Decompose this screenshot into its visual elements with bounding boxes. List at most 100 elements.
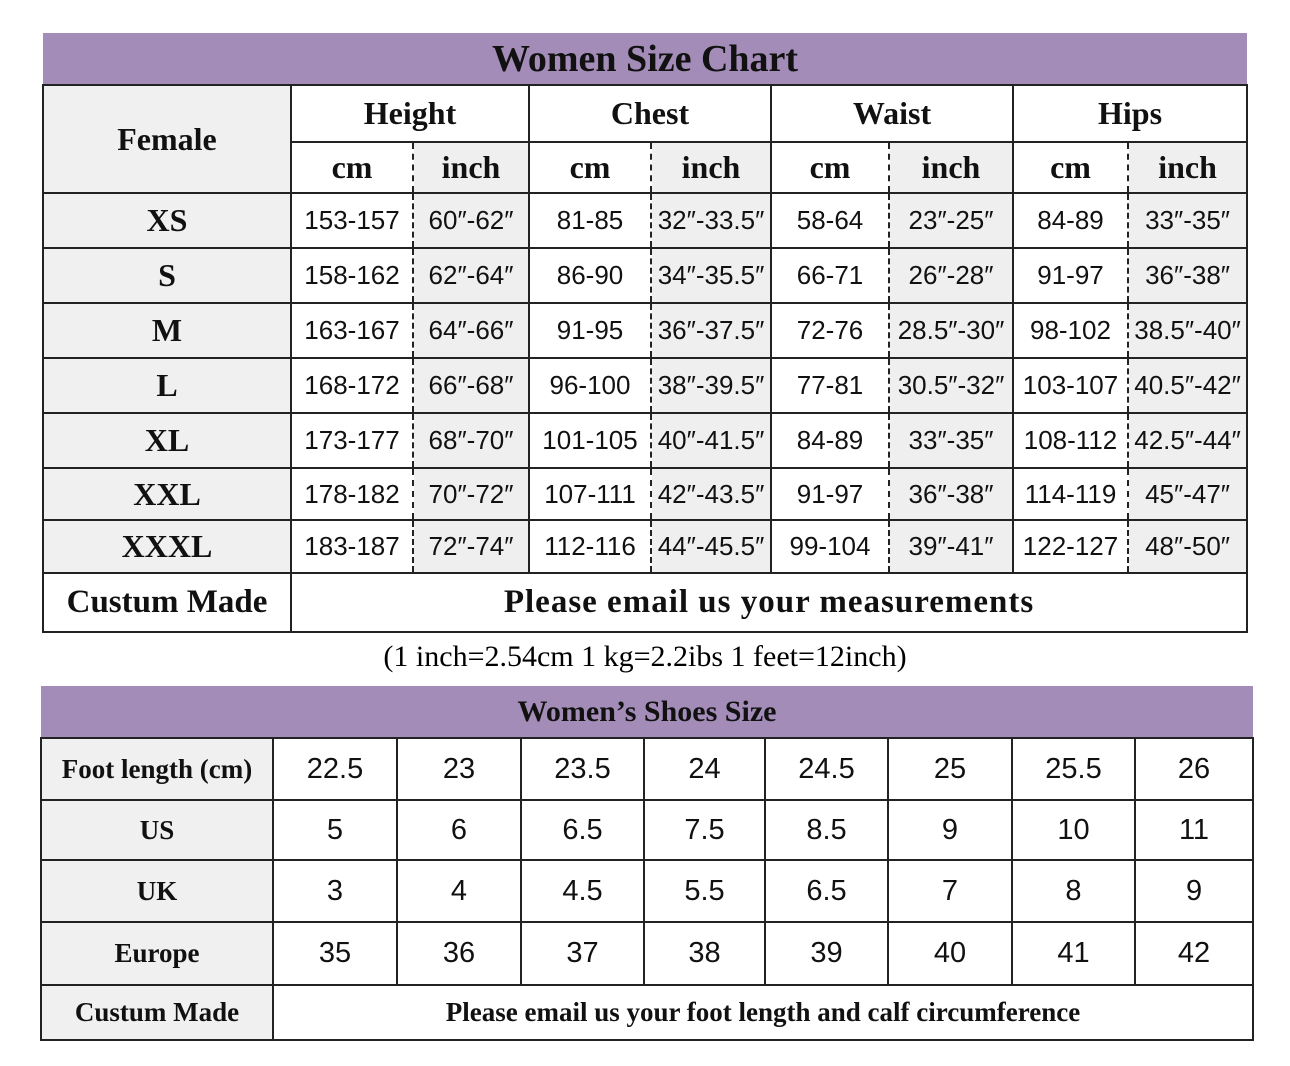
shoe-value: 25.5 — [1011, 737, 1136, 801]
size-value: 98-102 — [1012, 302, 1129, 359]
size-value: 33″-35″ — [888, 412, 1014, 469]
size-value: 178-182 — [290, 467, 414, 521]
shoe-value: 10 — [1011, 799, 1136, 861]
shoe-value: 23 — [396, 737, 522, 801]
size-value: 72″-74″ — [412, 519, 530, 574]
group-header: Chest — [528, 84, 772, 143]
size-value: 163-167 — [290, 302, 414, 359]
shoe-value: 41 — [1011, 921, 1136, 986]
unit-header: inch — [650, 141, 772, 194]
shoe-value: 7 — [887, 859, 1013, 923]
custom-label: Custum Made — [40, 984, 274, 1041]
shoe-value: 24 — [643, 737, 766, 801]
size-value: 96-100 — [528, 357, 652, 414]
size-value: 108-112 — [1012, 412, 1129, 469]
size-value: 72-76 — [770, 302, 890, 359]
size-value: 114-119 — [1012, 467, 1129, 521]
size-row: XXXL 183-187 72″-74″ 112-116 44″-45.5″ 99-104… — [42, 519, 1249, 574]
size-value: 66″-68″ — [412, 357, 530, 414]
size-value: 84-89 — [1012, 192, 1129, 249]
group-header: Waist — [770, 84, 1014, 143]
shoe-value: 5.5 — [643, 859, 766, 923]
shoe-value: 6.5 — [764, 859, 889, 923]
shoe-table: Women’s Shoes Size Foot length (cm) 22.5 23… — [40, 686, 1255, 1041]
unit-header: cm — [1012, 141, 1129, 194]
size-value: 36″-37.5″ — [650, 302, 772, 359]
size-value: 112-116 — [528, 519, 652, 574]
shoe-value: 26 — [1133, 737, 1255, 801]
size-value: 91-95 — [528, 302, 652, 359]
custom-row: Custum Made Please email us your foot len… — [40, 984, 1255, 1041]
unit-header: cm — [290, 141, 414, 194]
size-value: 58-64 — [770, 192, 890, 249]
shoe-label: Europe — [40, 921, 274, 986]
size-label: L — [42, 357, 292, 414]
size-value: 101-105 — [528, 412, 652, 469]
group-header: Height — [290, 84, 530, 143]
shoe-value: 9 — [887, 799, 1013, 861]
shoe-value: 8.5 — [764, 799, 889, 861]
size-value: 68″-70″ — [412, 412, 530, 469]
size-value: 86-90 — [528, 247, 652, 304]
shoe-value: 9 — [1133, 859, 1255, 923]
unit-header: cm — [528, 141, 652, 194]
size-value: 30.5″-32″ — [888, 357, 1014, 414]
size-value: 107-111 — [528, 467, 652, 521]
row-header: Female — [42, 84, 292, 194]
shoe-value: 23.5 — [520, 737, 645, 801]
size-value: 168-172 — [290, 357, 414, 414]
size-label: XXL — [42, 467, 292, 521]
size-value: 34″-35.5″ — [650, 247, 772, 304]
size-value: 99-104 — [770, 519, 890, 574]
shoe-value: 37 — [520, 921, 645, 986]
shoe-value: 36 — [396, 921, 522, 986]
shoe-row: UK 3 4 4.5 5.5 6.5 7 8 9 — [40, 859, 1255, 923]
shoe-value: 6.5 — [520, 799, 645, 861]
group-row: Female Height Chest Waist Hips — [42, 84, 1249, 194]
unit-header: inch — [412, 141, 530, 194]
table-title: Women Size Chart — [43, 33, 1248, 85]
shoe-value: 38 — [643, 921, 766, 986]
size-label: XS — [42, 192, 292, 249]
size-value: 158-162 — [290, 247, 414, 304]
size-value: 173-177 — [290, 412, 414, 469]
size-value: 36″-38″ — [1126, 247, 1249, 304]
shoe-value: 3 — [272, 859, 398, 923]
shoe-value: 35 — [272, 921, 398, 986]
size-value: 45″-47″ — [1126, 467, 1249, 521]
size-row: S 158-162 62″-64″ 86-90 34″-35.5″ 66-71 26″-28… — [42, 247, 1249, 304]
title-row: Women Size Chart — [43, 33, 1248, 85]
size-label: S — [42, 247, 292, 304]
size-value: 42″-43.5″ — [650, 467, 772, 521]
group-header: Hips — [1011, 84, 1249, 143]
shoe-row: Europe 35 36 37 38 39 40 41 42 — [40, 921, 1255, 986]
size-value: 70″-72″ — [412, 467, 530, 521]
custom-row: Custum Made Please email us your measurem… — [42, 572, 1249, 633]
size-value: 40″-41.5″ — [650, 412, 772, 469]
size-value: 84-89 — [770, 412, 890, 469]
custom-label: Custum Made — [42, 572, 292, 633]
size-value: 48″-50″ — [1126, 519, 1249, 574]
size-label: XXXL — [42, 519, 292, 574]
shoe-value: 7.5 — [643, 799, 766, 861]
size-value: 32″-33.5″ — [650, 192, 772, 249]
size-value: 40.5″-42″ — [1126, 357, 1249, 414]
shoe-row: Foot length (cm) 22.5 23 23.5 24 24.5 25 25.5 26 — [40, 737, 1255, 801]
size-value: 91-97 — [1012, 247, 1129, 304]
unit-header: inch — [1126, 141, 1249, 194]
size-value: 28.5″-30″ — [888, 302, 1014, 359]
size-value: 81-85 — [528, 192, 652, 249]
size-row: XS 153-157 60″-62″ 81-85 32″-33.5″ 58-64 23″-2… — [42, 192, 1249, 249]
shoe-value: 6 — [396, 799, 522, 861]
size-value: 36″-38″ — [888, 467, 1014, 521]
size-value: 39″-41″ — [888, 519, 1014, 574]
size-value: 66-71 — [770, 247, 890, 304]
shoe-label: Foot length (cm) — [40, 737, 274, 801]
shoe-value: 8 — [1011, 859, 1136, 923]
shoe-value: 4.5 — [520, 859, 645, 923]
size-value: 23″-25″ — [888, 192, 1014, 249]
shoe-value: 25 — [887, 737, 1013, 801]
table-title: Women’s Shoes Size — [41, 686, 1254, 738]
shoe-value: 5 — [272, 799, 398, 861]
